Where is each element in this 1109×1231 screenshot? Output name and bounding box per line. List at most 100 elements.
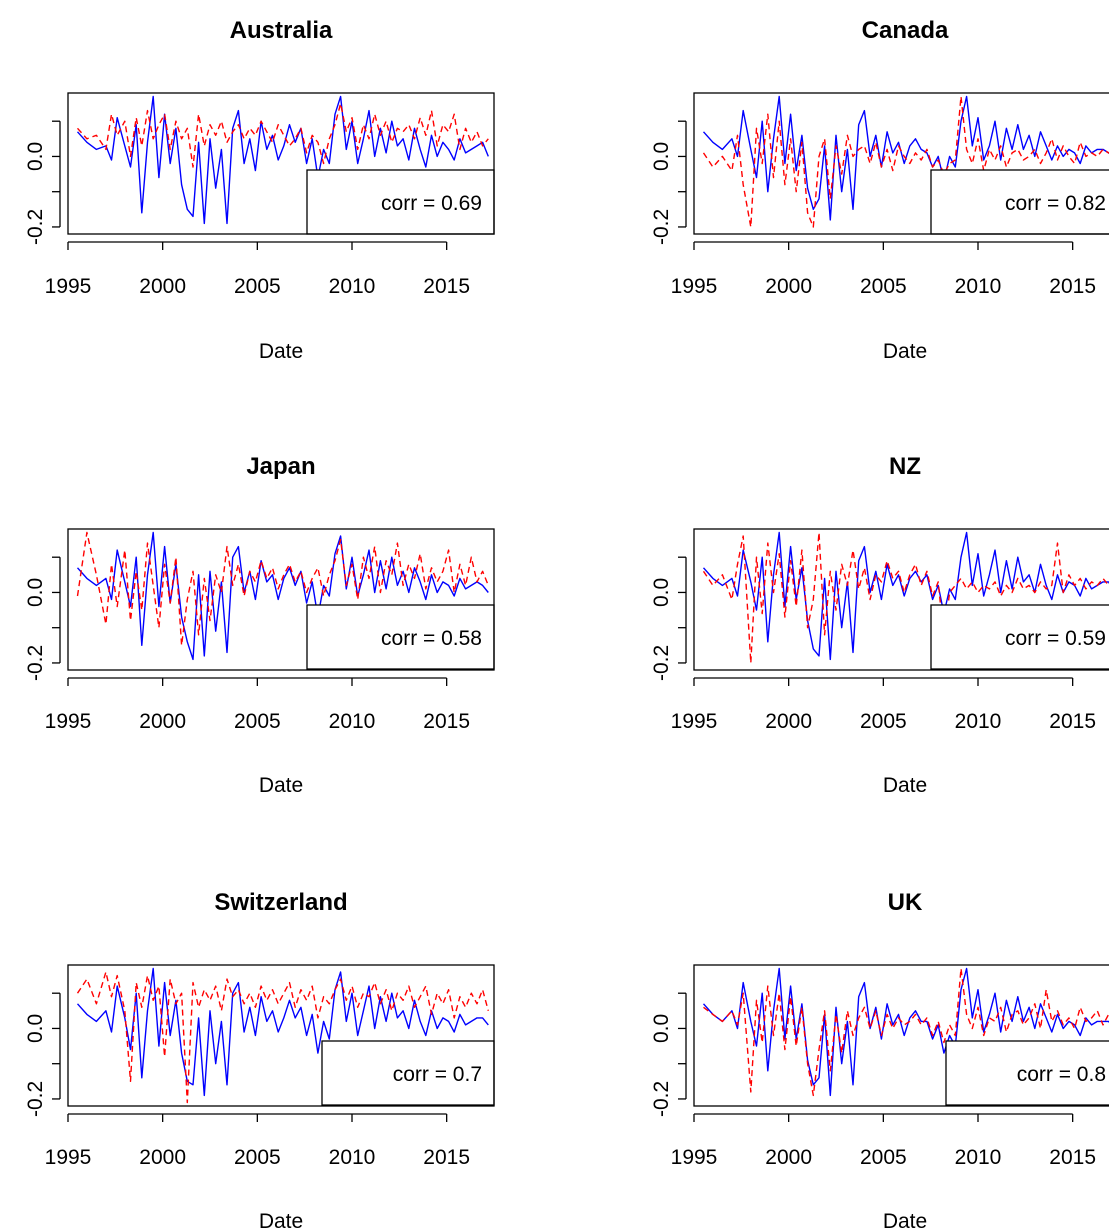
y-axis: 0.0 -0.2 bbox=[24, 992, 61, 1117]
x-tick-label: 1995 bbox=[671, 1146, 718, 1169]
series-dashed-line bbox=[703, 967, 1109, 1097]
legend-label: corr = 0.59 bbox=[1005, 627, 1106, 650]
legend-box bbox=[930, 604, 1109, 670]
y-tick-label: 0.0 bbox=[24, 578, 47, 607]
x-tick-label: 2010 bbox=[955, 275, 1002, 298]
x-axis-label: Date bbox=[259, 1210, 303, 1231]
x-tick-label: 2010 bbox=[329, 1146, 376, 1169]
x-tick-label: 2005 bbox=[860, 275, 907, 298]
plot-frame bbox=[693, 964, 1109, 1107]
x-tick-label: 1995 bbox=[45, 1146, 92, 1169]
x-tick-label: 1995 bbox=[671, 710, 718, 733]
y-tick-label: -0.2 bbox=[24, 1081, 47, 1117]
series-solid-line bbox=[702, 967, 1109, 1097]
x-tick-label: 2000 bbox=[765, 275, 812, 298]
x-tick-label: 2000 bbox=[765, 710, 812, 733]
legend-label: corr = 0.58 bbox=[381, 627, 482, 650]
legend-box bbox=[930, 169, 1109, 235]
x-axis-label: Date bbox=[883, 340, 927, 363]
y-tick-label: 0.0 bbox=[650, 142, 673, 171]
panel-uk: UK corr = 0.8 1995 2000 2005 2010 2015 Date 0.0 -… bbox=[650, 889, 1109, 1231]
x-tick-label: 2000 bbox=[139, 275, 186, 298]
legend-label: corr = 0.8 bbox=[1017, 1063, 1106, 1086]
x-tick-label: 2015 bbox=[1049, 275, 1096, 298]
panel-title: UK bbox=[888, 889, 923, 916]
panel-nz: NZ corr = 0.59 1995 2000 2005 2010 2015 Date 0.0… bbox=[650, 453, 1109, 797]
y-axis: 0.0 -0.2 bbox=[650, 120, 687, 245]
x-tick-label: 2010 bbox=[955, 710, 1002, 733]
series-dashed-line bbox=[76, 102, 489, 168]
y-tick-label: 0.0 bbox=[650, 578, 673, 607]
plot-frame bbox=[67, 92, 495, 235]
y-tick-label: 0.0 bbox=[650, 1014, 673, 1043]
y-tick-label: 0.0 bbox=[24, 1014, 47, 1043]
x-axis: 1995 2000 2005 2010 2015 bbox=[671, 677, 1096, 733]
series-group bbox=[702, 95, 1109, 228]
panel-title: Australia bbox=[230, 17, 333, 44]
panel-japan: Japan corr = 0.58 1995 2000 2005 2010 2015 Date… bbox=[24, 453, 495, 797]
series-dashed-line bbox=[702, 95, 1109, 228]
series-solid-line bbox=[76, 967, 489, 1097]
y-tick-label: -0.2 bbox=[650, 209, 673, 245]
x-tick-label: 2005 bbox=[234, 1146, 281, 1169]
series-group bbox=[76, 967, 489, 1104]
x-axis-label: Date bbox=[259, 340, 303, 363]
x-tick-label: 1995 bbox=[45, 710, 92, 733]
panel-title: Japan bbox=[246, 453, 315, 480]
x-tick-label: 2015 bbox=[1049, 710, 1096, 733]
x-tick-label: 2015 bbox=[423, 275, 470, 298]
y-axis: 0.0 -0.2 bbox=[650, 992, 687, 1117]
panel-title: Switzerland bbox=[214, 889, 347, 916]
x-tick-label: 1995 bbox=[45, 275, 92, 298]
plot-frame bbox=[693, 528, 1109, 671]
legend-label: corr = 0.82 bbox=[1005, 192, 1106, 215]
legend-box bbox=[321, 1040, 495, 1106]
series-group bbox=[702, 531, 1109, 664]
panel-switzerland: Switzerland corr = 0.7 1995 2000 2005 2010 201… bbox=[24, 889, 495, 1231]
series-group bbox=[76, 531, 489, 661]
x-axis-label: Date bbox=[883, 1210, 927, 1231]
x-tick-label: 2005 bbox=[234, 710, 281, 733]
y-tick-label: -0.2 bbox=[24, 645, 47, 681]
x-axis: 1995 2000 2005 2010 2015 bbox=[45, 1113, 470, 1169]
series-solid-line bbox=[76, 95, 489, 225]
x-axis: 1995 2000 2005 2010 2015 bbox=[45, 677, 470, 733]
series-group bbox=[76, 95, 489, 225]
y-tick-label: -0.2 bbox=[24, 209, 47, 245]
panel-title: Canada bbox=[862, 17, 949, 44]
series-group bbox=[702, 967, 1109, 1097]
series-solid-line bbox=[702, 95, 1109, 221]
x-tick-label: 2005 bbox=[860, 1146, 907, 1169]
legend-box bbox=[306, 604, 495, 670]
panel-canada: Canada corr = 0.82 1995 2000 2005 2010 2015 Dat… bbox=[650, 17, 1109, 363]
x-tick-label: 2000 bbox=[765, 1146, 812, 1169]
series-solid-line bbox=[702, 531, 1109, 661]
x-tick-label: 2000 bbox=[139, 710, 186, 733]
x-tick-label: 2015 bbox=[1049, 1146, 1096, 1169]
y-tick-label: 0.0 bbox=[24, 142, 47, 171]
y-axis: 0.0 -0.2 bbox=[24, 120, 61, 245]
x-tick-label: 2005 bbox=[234, 275, 281, 298]
x-axis: 1995 2000 2005 2010 2015 bbox=[671, 241, 1096, 298]
y-tick-label: -0.2 bbox=[650, 1081, 673, 1117]
x-axis-label: Date bbox=[259, 774, 303, 797]
x-tick-label: 2010 bbox=[329, 275, 376, 298]
x-tick-label: 2005 bbox=[860, 710, 907, 733]
x-tick-label: 2000 bbox=[139, 1146, 186, 1169]
series-solid-line bbox=[76, 531, 489, 661]
series-dashed-line bbox=[76, 971, 489, 1104]
plot-frame bbox=[67, 964, 495, 1107]
y-tick-label: -0.2 bbox=[650, 645, 673, 681]
x-axis: 1995 2000 2005 2010 2015 bbox=[45, 241, 470, 298]
x-tick-label: 1995 bbox=[671, 275, 718, 298]
y-axis: 0.0 -0.2 bbox=[24, 556, 61, 681]
series-dashed-line bbox=[702, 531, 1109, 664]
panel-australia: Australia corr = 0.69 1995 2000 2005 2010 2015… bbox=[24, 17, 495, 363]
y-axis: 0.0 -0.2 bbox=[650, 556, 687, 681]
x-axis-label: Date bbox=[883, 774, 927, 797]
x-tick-label: 2015 bbox=[423, 1146, 470, 1169]
panel-title: NZ bbox=[889, 453, 921, 480]
x-tick-label: 2010 bbox=[955, 1146, 1002, 1169]
legend-box bbox=[945, 1040, 1109, 1106]
